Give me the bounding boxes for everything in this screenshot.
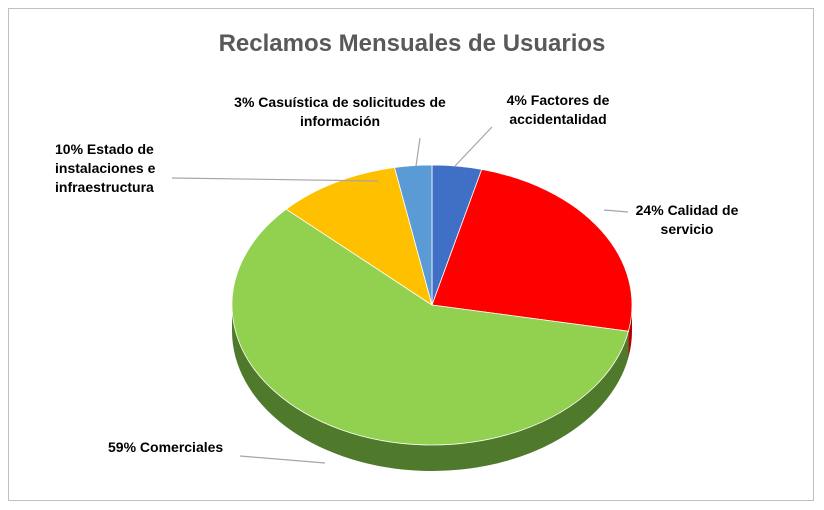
value-label: 59% xyxy=(108,439,137,455)
category-label: Casuística de solicitudes de información xyxy=(258,94,446,129)
chart-frame xyxy=(8,8,814,501)
chart-title: Reclamos Mensuales de Usuarios xyxy=(218,30,606,57)
value-label: 24% xyxy=(635,202,664,218)
value-label: 3% xyxy=(234,94,255,110)
slice-side xyxy=(628,305,632,358)
leader-line xyxy=(171,177,379,182)
slice xyxy=(394,164,433,306)
value-label: 10% xyxy=(55,141,84,157)
leader-line xyxy=(454,126,493,167)
data-label: 24% Calidad de servicio xyxy=(622,201,752,239)
category-label: Estado de instalaciones e infraestructur… xyxy=(55,141,156,195)
category-label: Calidad de servicio xyxy=(660,202,739,237)
leader-line xyxy=(415,137,421,167)
data-label: 3% Casuística de solicitudes de informac… xyxy=(210,93,470,131)
data-label: 10% Estado de instalaciones e infraestru… xyxy=(55,140,180,197)
slice-side xyxy=(232,305,629,472)
slice xyxy=(285,167,433,306)
leader-line xyxy=(603,209,629,213)
data-label: 59% Comerciales xyxy=(108,438,308,457)
category-label: Factores de accidentalidad xyxy=(509,92,610,127)
slice xyxy=(231,208,629,446)
slice xyxy=(431,168,633,332)
leader-line xyxy=(239,455,326,464)
category-label: Comerciales xyxy=(139,439,224,455)
data-label: 4% Factores de accidentalidad xyxy=(488,91,628,129)
value-label: 4% xyxy=(506,92,527,108)
